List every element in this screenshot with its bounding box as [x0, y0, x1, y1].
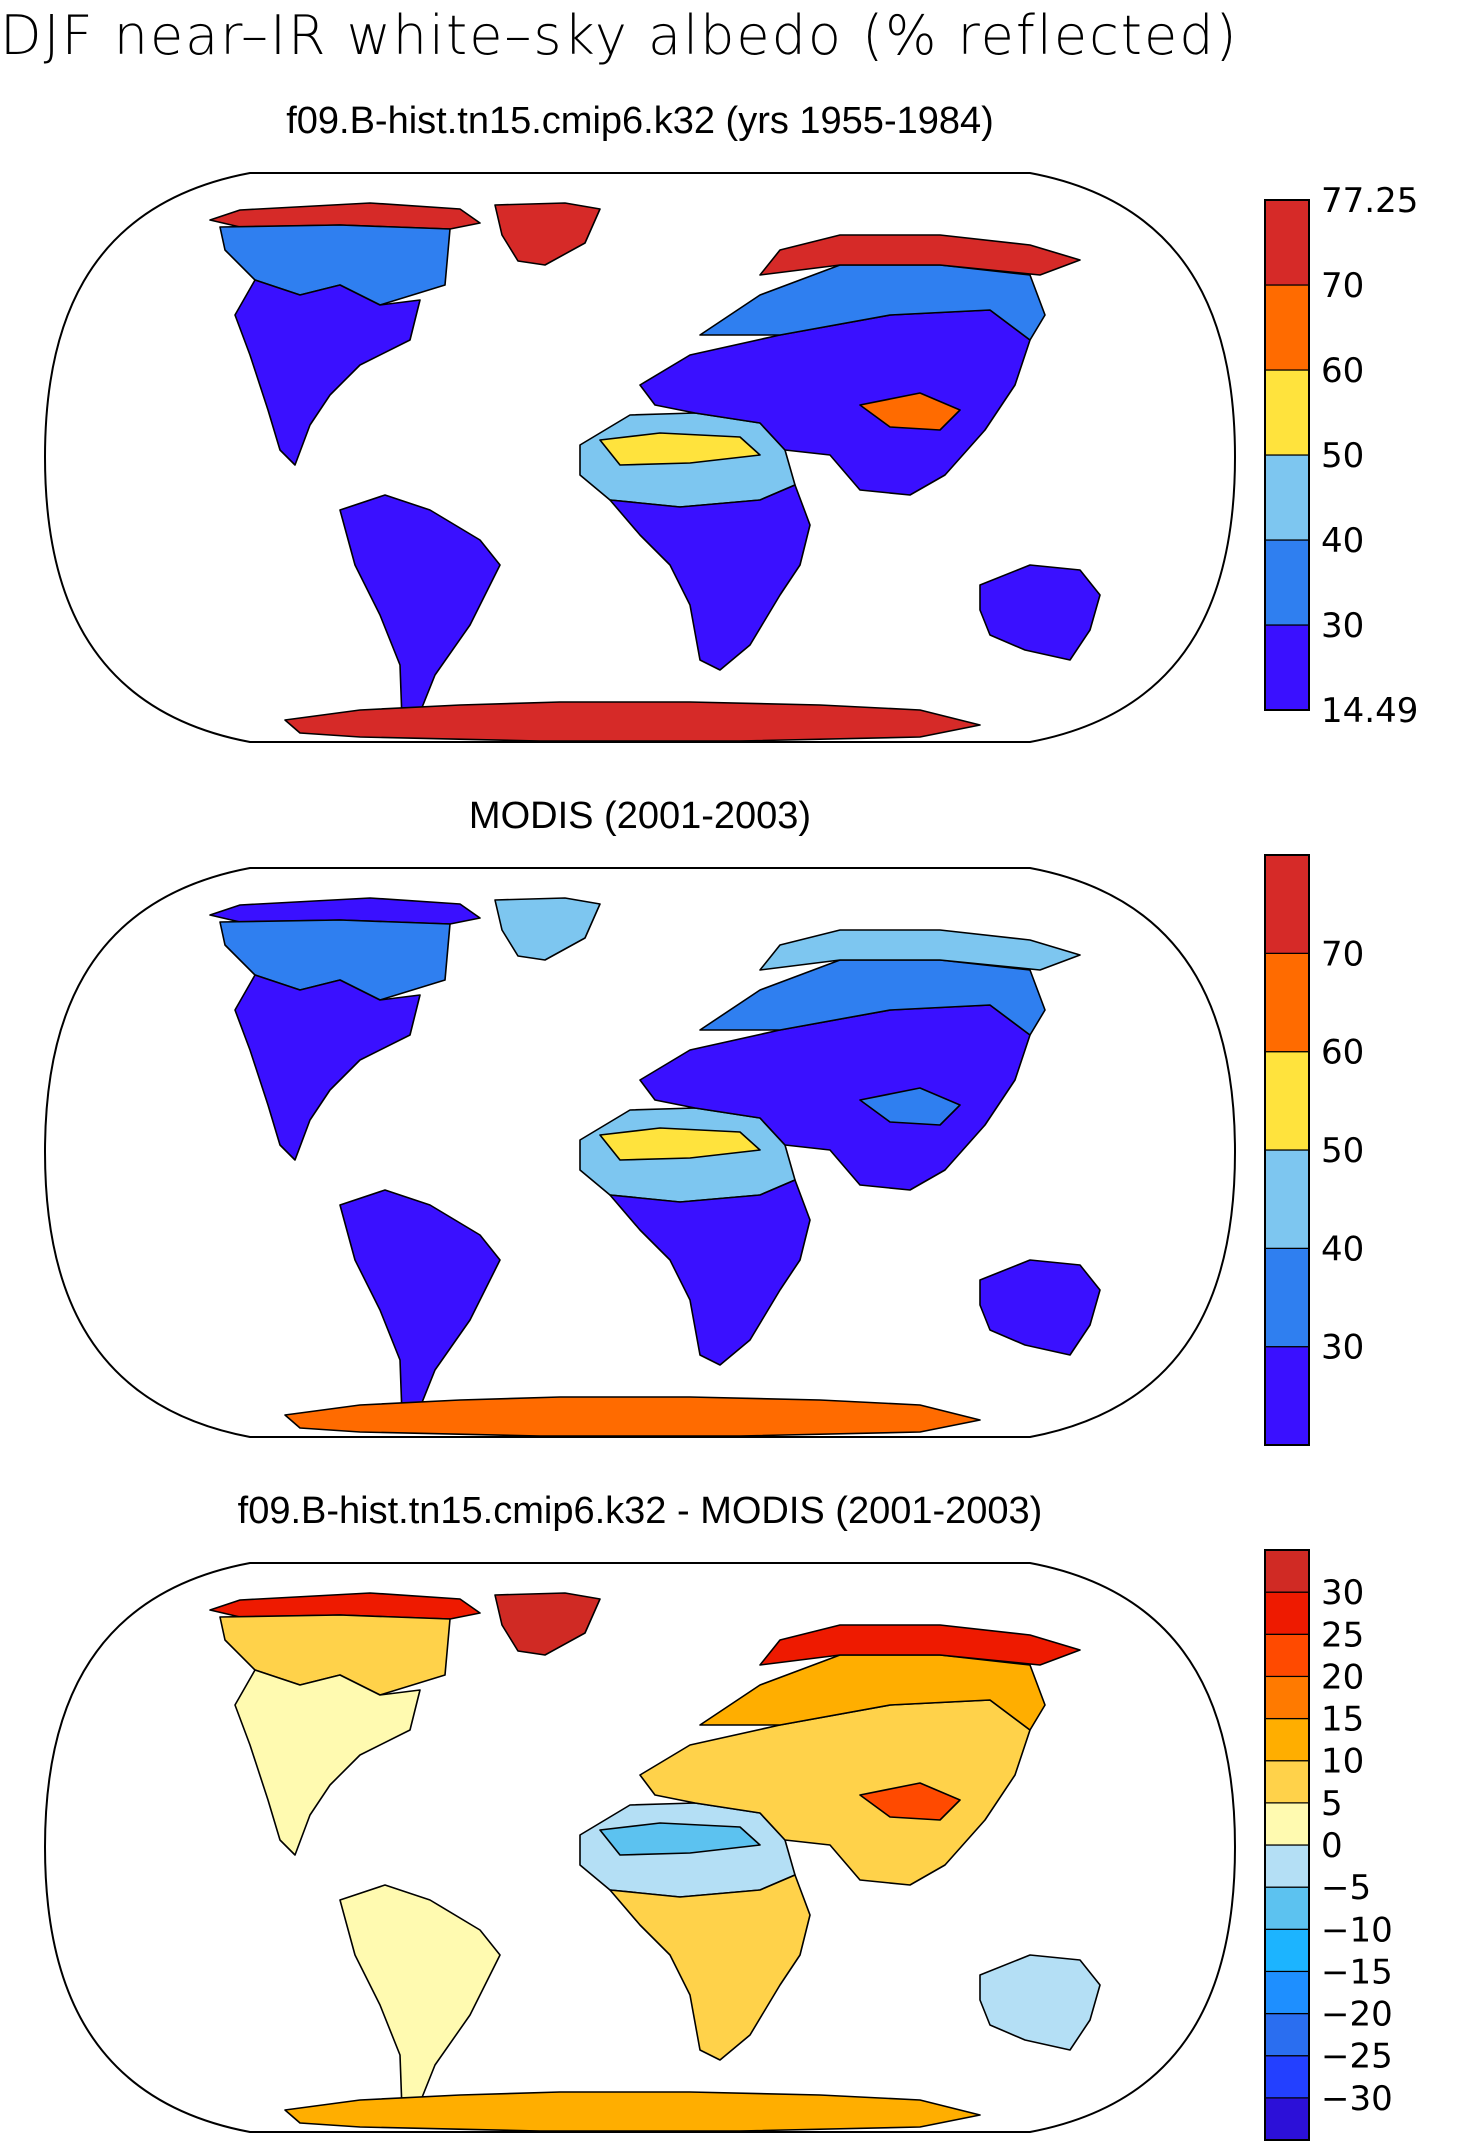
colorbar-tick-label: 5 [1321, 1784, 1343, 1824]
antarctica-region [284, 701, 981, 742]
colorbar-tick-label: 70 [1321, 266, 1364, 306]
colorbar-tick-label: 0 [1321, 1826, 1343, 1866]
figure-title: DJF near–IR white–sky albedo (% reflecte… [0, 4, 1239, 67]
panel-2-colorbar: 30 40 50 60 70 [1264, 854, 1364, 1446]
colorbar-tick-label: 30 [1321, 1328, 1364, 1368]
panel-2-title: MODIS (2001-2003) [468, 795, 812, 837]
panel-1-map [43, 172, 1237, 743]
south_america-region [339, 494, 501, 726]
panel-1-title: f09.B-hist.tn15.cmip6.k32 (yrs 1955-1984… [286, 100, 994, 142]
colorbar-segment [1264, 1346, 1310, 1446]
colorbar-frame [1264, 1549, 1310, 2141]
colorbar-tick-label: −25 [1321, 2037, 1393, 2077]
colorbar-segment [1264, 2012, 1310, 2057]
africa_south-region [609, 1874, 811, 2061]
siberia-region [699, 264, 1046, 341]
tibet-region [859, 1782, 961, 1821]
colorbar-segment [1264, 284, 1310, 371]
greenland-region [494, 202, 601, 266]
sahara_band-region [599, 1822, 761, 1856]
colorbar-segment [1264, 1760, 1310, 1804]
colorbar-segment [1264, 854, 1310, 954]
panel-3-map [43, 1562, 1237, 2133]
greenland-region [494, 897, 601, 961]
colorbar-tick-label: 14.49 [1321, 691, 1418, 731]
americas-region [234, 1669, 421, 1856]
colorbar-segment [1264, 1633, 1310, 1678]
colorbar-tick-label: 30 [1321, 1573, 1364, 1613]
colorbar-segment [1264, 454, 1310, 541]
colorbar-tick-label: 77.25 [1321, 181, 1418, 221]
colorbar-segment [1264, 1591, 1310, 1635]
colorbar-segment [1264, 952, 1310, 1053]
colorbar-tick-label: 15 [1321, 1700, 1364, 1740]
colorbar-tick-label: 70 [1321, 934, 1364, 974]
panel-1-colorbar: 14.49 30 40 50 60 70 77.25 [1264, 181, 1418, 731]
colorbar-segment [1264, 1717, 1310, 1762]
colorbar-tick-label: −30 [1321, 2079, 1393, 2119]
antarctica-region [284, 1396, 981, 1437]
colorbar-segment [1264, 1247, 1310, 1348]
colorbar-tick-label: 50 [1321, 1131, 1364, 1171]
colorbar-segment [1264, 2055, 1310, 2099]
south_america-region [339, 1884, 501, 2116]
colorbar-tick-label: 40 [1321, 1229, 1364, 1269]
tibet-region [859, 1087, 961, 1126]
colorbar-segment [1264, 1970, 1310, 2015]
colorbar-tick-label: −20 [1321, 1995, 1393, 2035]
colorbar-segment [1264, 624, 1310, 711]
colorbar-tick-label: −5 [1321, 1868, 1371, 1908]
panel-2-map [43, 867, 1237, 1438]
siberia_north-region [759, 929, 1081, 971]
colorbar-tick-label: 40 [1321, 521, 1364, 561]
colorbar-tick-label: 30 [1321, 606, 1364, 646]
colorbar-tick-label: 60 [1321, 1033, 1364, 1073]
colorbar-segment [1264, 1802, 1310, 1846]
colorbar-segment [1264, 1149, 1310, 1249]
africa_south-region [609, 484, 811, 671]
colorbar-frame [1264, 199, 1310, 711]
greenland-region [494, 1592, 601, 1656]
colorbar-segment [1264, 369, 1310, 456]
tibet-region [859, 392, 961, 431]
colorbar-tick-label: 10 [1321, 1742, 1364, 1782]
colorbar-tick-label: −10 [1321, 1910, 1393, 1950]
colorbar-tick-label: 25 [1321, 1615, 1364, 1655]
siberia_north-region [759, 234, 1081, 276]
americas-region [234, 974, 421, 1161]
colorbar-segment [1264, 2097, 1310, 2141]
colorbar-segment [1264, 1549, 1310, 1593]
australia-region [979, 1954, 1101, 2051]
colorbar-tick-label: 60 [1321, 351, 1364, 391]
colorbar-tick-label: 50 [1321, 436, 1364, 476]
colorbar-segment [1264, 1844, 1310, 1888]
sahara_band-region [599, 1127, 761, 1161]
colorbar-segment [1264, 1886, 1310, 1930]
antarctica-region [284, 2091, 981, 2132]
siberia-region [699, 1654, 1046, 1731]
americas-region [234, 279, 421, 466]
australia-region [979, 1259, 1101, 1356]
colorbar-segment [1264, 1928, 1310, 1973]
colorbar-tick-label: 20 [1321, 1657, 1364, 1697]
sahara_band-region [599, 432, 761, 466]
africa_south-region [609, 1179, 811, 1366]
siberia_north-region [759, 1624, 1081, 1666]
siberia-region [699, 959, 1046, 1036]
australia-region [979, 564, 1101, 661]
colorbar-tick-label: −15 [1321, 1952, 1393, 1992]
colorbar-segment [1264, 1051, 1310, 1151]
panel-3-title: f09.B-hist.tn15.cmip6.k32 - MODIS (2001-… [237, 1490, 1043, 1532]
colorbar-segment [1264, 199, 1310, 286]
colorbar-segment [1264, 539, 1310, 626]
colorbar-frame [1264, 854, 1310, 1446]
south_america-region [339, 1189, 501, 1421]
colorbar-segment [1264, 1675, 1310, 1720]
